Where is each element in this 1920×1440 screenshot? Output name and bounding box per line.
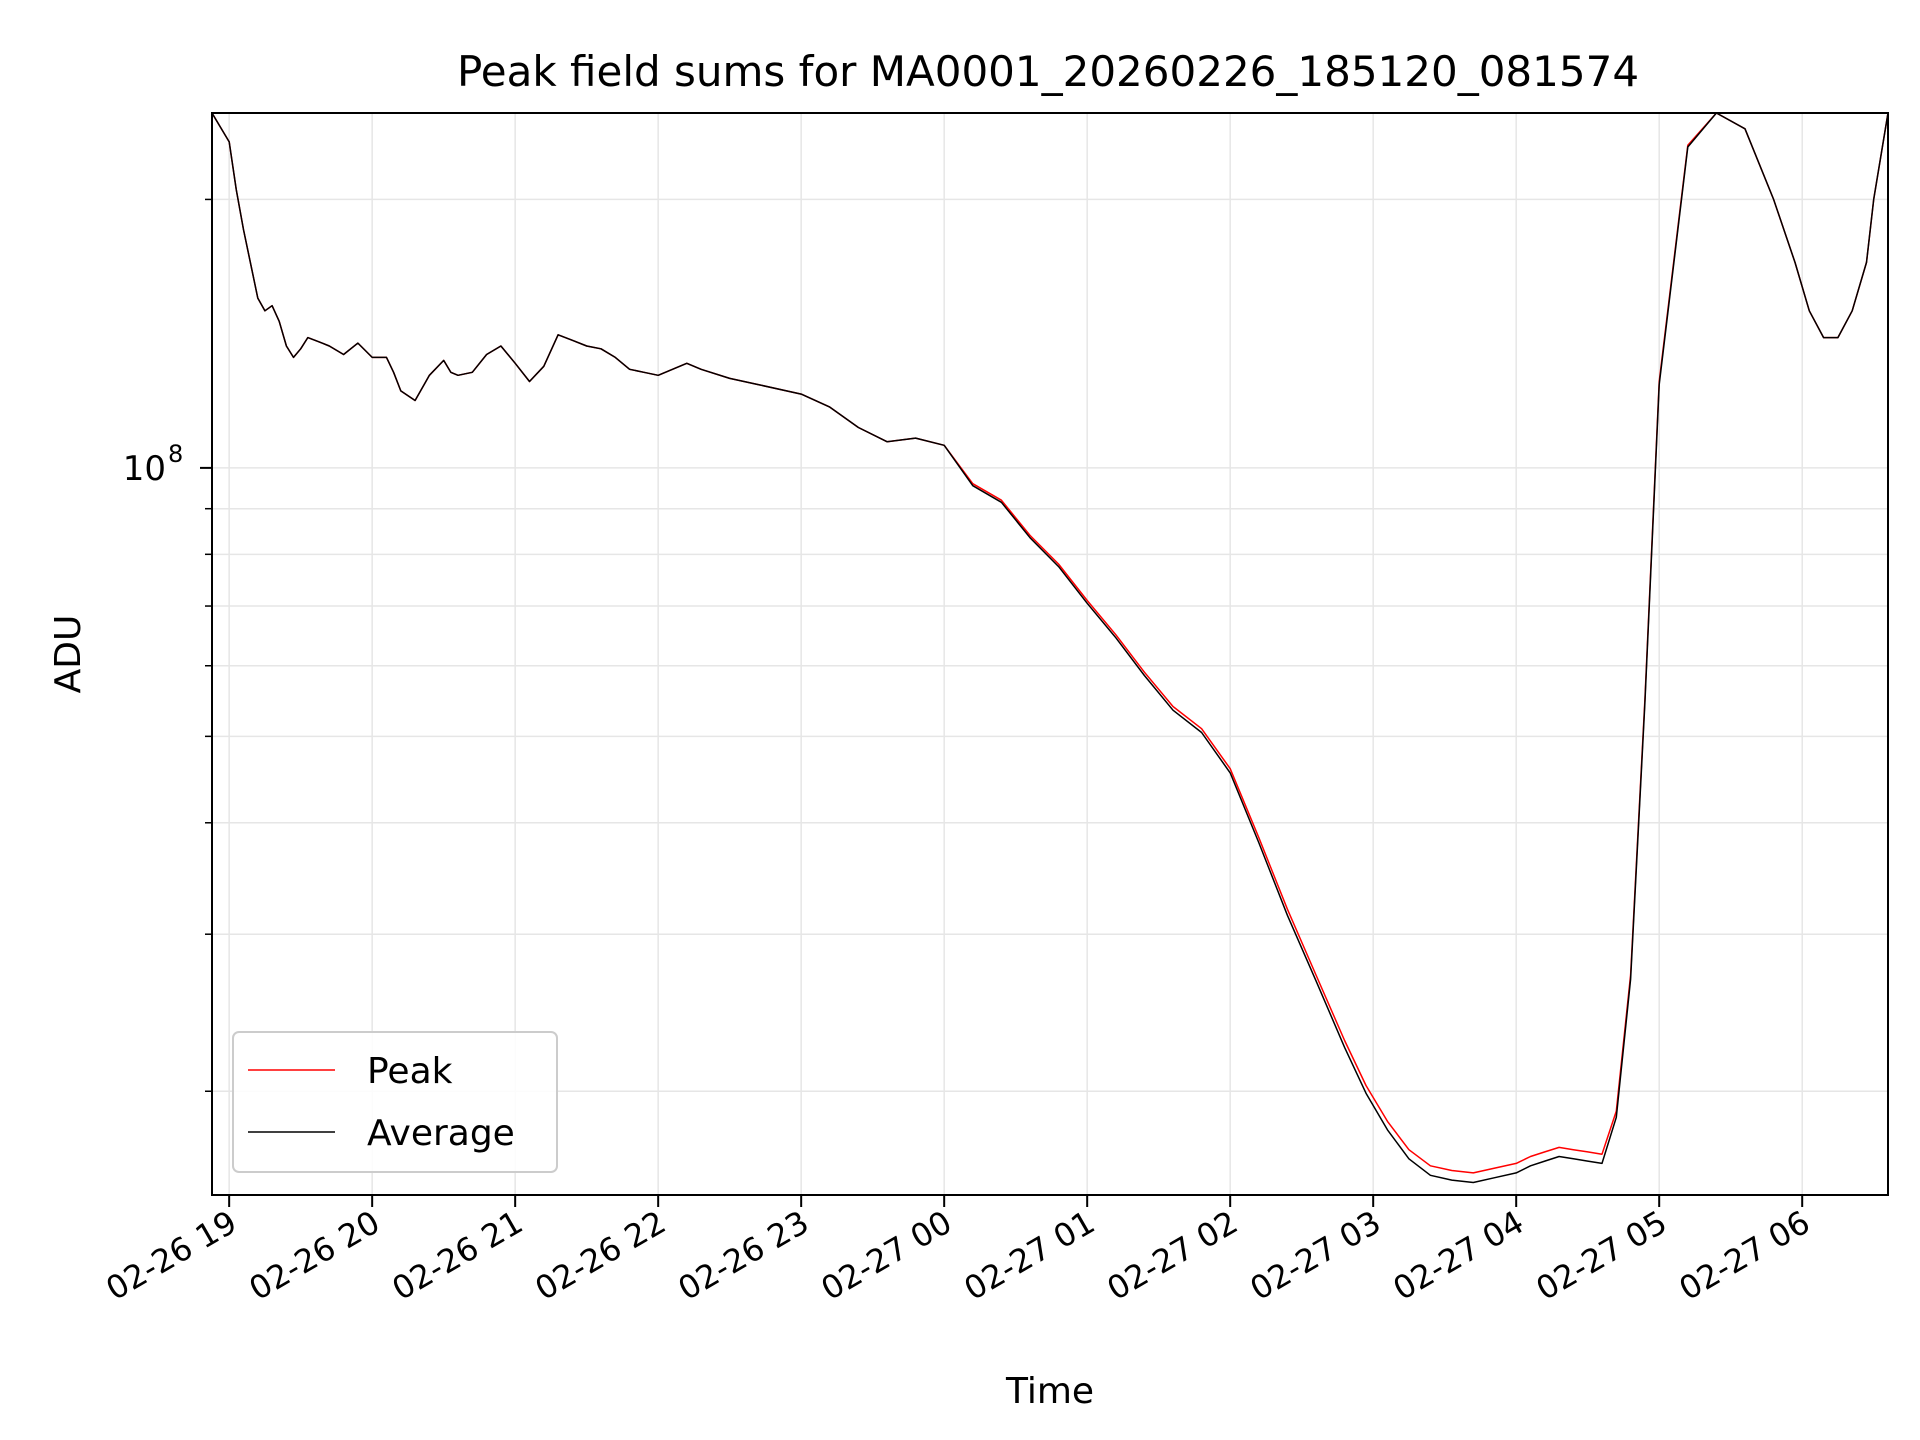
legend: Peak Average [232,1031,558,1173]
legend-average-label: Average [367,1113,515,1154]
legend-box [232,1031,558,1173]
y-tick-label-exponent: 8 [168,440,183,468]
series-layer [212,113,1888,1184]
y-tick-label-base: 10 [123,449,166,489]
legend-peak-label: Peak [367,1051,453,1092]
x-axis-label: Time [1005,1371,1094,1412]
y-axis-label: ADU [48,615,89,694]
series-line-average [212,113,1888,1184]
y-axis: 10 8 [123,198,212,1092]
plot-frame [211,112,1889,1196]
chart-title: Peak field sums for MA0001_20260226_1851… [457,47,1639,96]
grid [212,113,1888,1195]
